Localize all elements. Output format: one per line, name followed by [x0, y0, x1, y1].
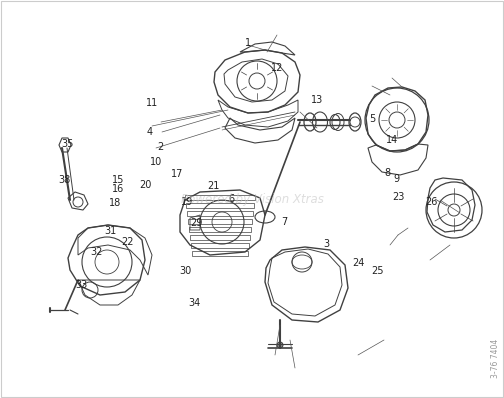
Text: 1: 1 — [245, 38, 251, 48]
Text: 3-76 7404: 3-76 7404 — [491, 338, 500, 378]
Text: 33: 33 — [76, 280, 88, 290]
Text: 20: 20 — [140, 179, 152, 190]
Text: 2: 2 — [157, 142, 163, 152]
Text: 10: 10 — [150, 156, 162, 167]
Text: 17: 17 — [171, 169, 183, 179]
Text: 31: 31 — [105, 226, 117, 236]
Text: 32: 32 — [91, 247, 103, 258]
Text: 29: 29 — [191, 218, 203, 228]
Text: 11: 11 — [146, 98, 158, 108]
Text: 22: 22 — [121, 236, 133, 247]
Text: 30: 30 — [179, 266, 192, 277]
Text: 3: 3 — [324, 238, 330, 249]
Text: 38: 38 — [58, 175, 71, 185]
Text: 21: 21 — [208, 181, 220, 191]
Text: 35: 35 — [61, 139, 73, 149]
Text: 9: 9 — [393, 174, 399, 185]
Text: 18: 18 — [109, 197, 121, 208]
Text: 15: 15 — [112, 175, 124, 185]
Text: 26: 26 — [425, 197, 437, 207]
Text: 7: 7 — [282, 217, 288, 227]
Text: 4: 4 — [147, 127, 153, 137]
Text: 23: 23 — [392, 192, 404, 202]
Text: 19: 19 — [181, 197, 194, 207]
Text: 13: 13 — [311, 95, 324, 105]
Text: Powered by Vision Xtras: Powered by Vision Xtras — [180, 193, 324, 205]
Text: 16: 16 — [112, 184, 124, 195]
Text: 12: 12 — [271, 62, 283, 73]
Text: 34: 34 — [188, 298, 200, 308]
Text: 5: 5 — [369, 114, 375, 125]
Text: 8: 8 — [384, 168, 390, 178]
Circle shape — [277, 342, 283, 348]
Text: 6: 6 — [229, 194, 235, 204]
Text: 14: 14 — [386, 135, 398, 145]
Text: 25: 25 — [371, 266, 384, 277]
Text: 24: 24 — [353, 258, 365, 269]
